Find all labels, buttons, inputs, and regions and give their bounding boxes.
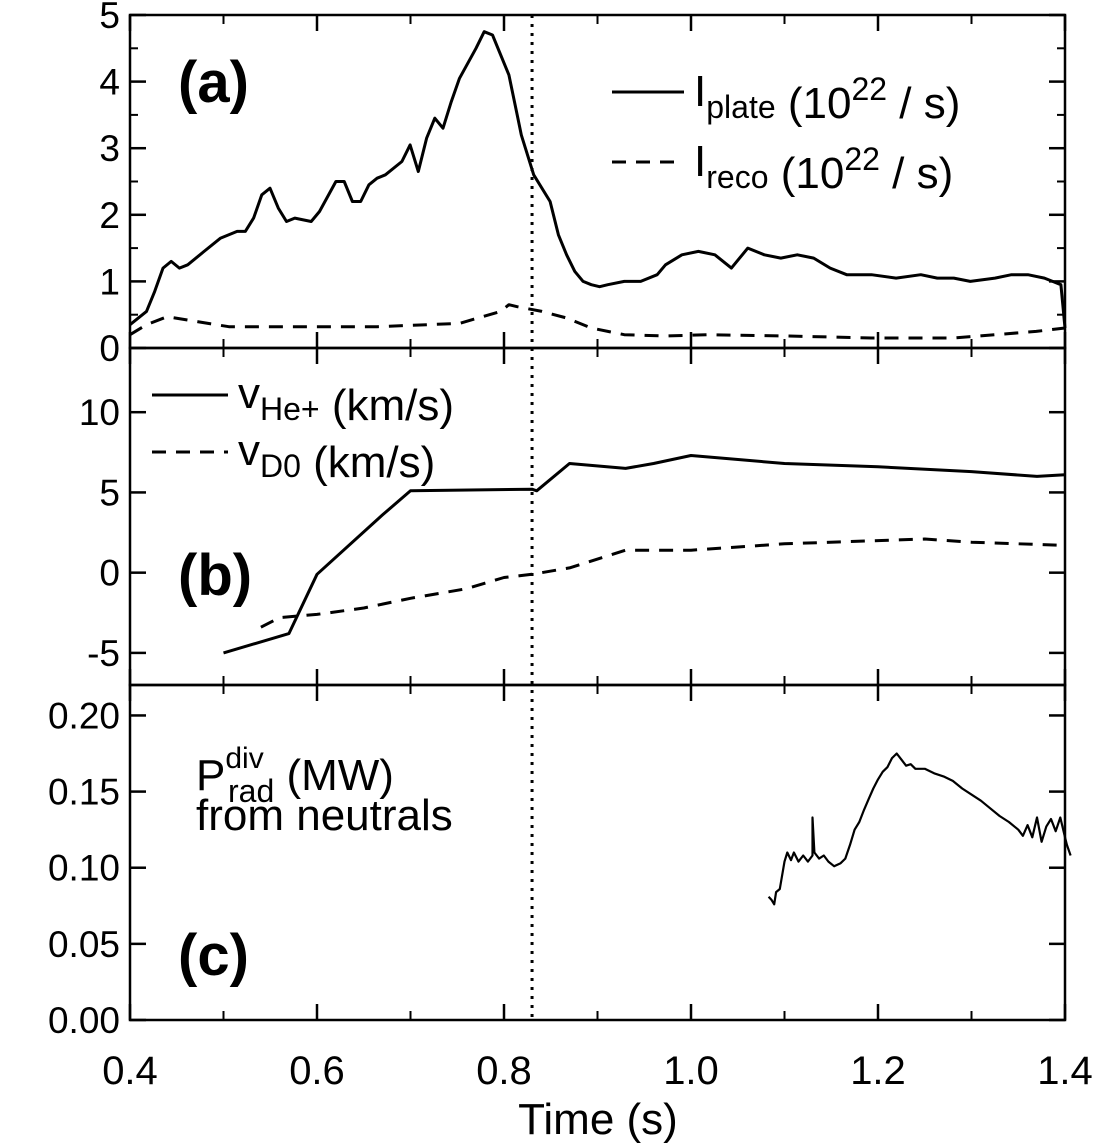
panel-label-b: (b): [178, 543, 252, 608]
y-tick-label: 0: [99, 328, 120, 369]
legend-label-v-He: vHe+ (km/s): [238, 369, 454, 430]
legend-label-v-D0: vD0 (km/s): [238, 426, 435, 487]
axis-ticks: [128, 13, 1067, 1022]
data-lines: [129, 15, 1072, 1020]
y-tick-label: 0.15: [48, 772, 120, 813]
y-tick-label: 1: [99, 261, 120, 302]
y-tick-label: 4: [99, 62, 120, 103]
y-tick-label: 5: [99, 472, 120, 513]
x-tick-label: 0.4: [102, 1049, 158, 1093]
y-tick-label: 0.05: [48, 924, 120, 965]
series-line-P-rad-div: [767, 752, 1072, 906]
panel-frame-3: [128, 683, 1067, 1022]
x-tick-label: 0.8: [476, 1049, 532, 1093]
x-tick-label: 1.0: [663, 1049, 719, 1093]
x-tick-label: 1.2: [850, 1049, 906, 1093]
legend-label-I-reco: Ireco (1022 / s): [694, 137, 953, 198]
y-tick-label: 2: [99, 195, 120, 236]
x-tick-label: 0.6: [289, 1049, 345, 1093]
chart-texts: 0 1 2 3 4 5 -5 0 5 10 0.00 0.05 0.10 0.15 0.20 0.4 0.6 0.…: [48, 0, 1093, 1144]
y-tick-label: 3: [99, 128, 120, 169]
x-axis-title: Time (s): [518, 1095, 678, 1144]
annotation-from-neutrals: from neutrals: [196, 791, 453, 840]
series-line-v-D0: [260, 537, 1066, 629]
series-line-I-plate: [129, 30, 1067, 329]
y-tick-label: 10: [79, 392, 120, 433]
legend-label-I-plate: Iplate (1022 / s): [694, 67, 960, 128]
series-line-I-reco: [129, 303, 1066, 340]
series-line-v-He: [223, 454, 1066, 655]
y-tick-label: -5: [87, 633, 120, 674]
y-tick-label: 0.20: [48, 695, 120, 736]
x-tick-label: 1.4: [1037, 1049, 1093, 1093]
annotation-p-rad-div: Pdiv rad (MW): [196, 742, 394, 809]
y-tick-label: 5: [99, 0, 120, 36]
y-tick-label: 0.00: [48, 1000, 120, 1041]
y-tick-label: 0.10: [48, 848, 120, 889]
panel-label-c: (c): [178, 923, 249, 988]
panel-label-a: (a): [178, 50, 249, 115]
y-tick-label: 0: [99, 553, 120, 594]
